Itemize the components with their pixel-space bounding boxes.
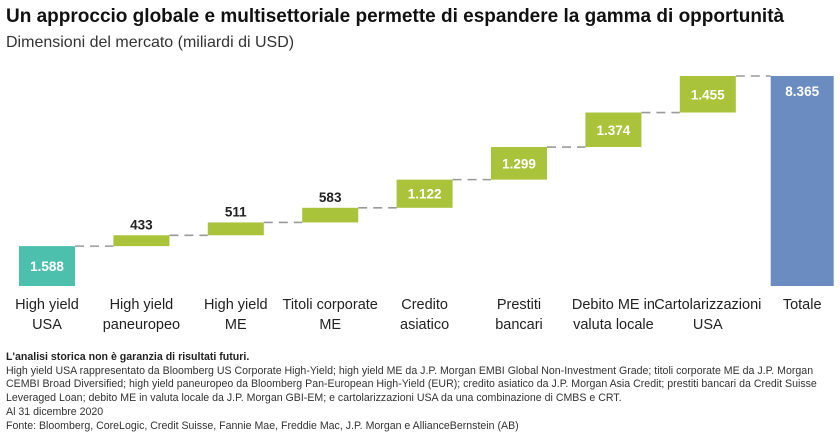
bar — [491, 147, 547, 180]
data-label: 511 — [225, 204, 247, 219]
category-label: paneuropeo — [103, 317, 180, 333]
data-label: 1.374 — [597, 123, 631, 138]
as-of-date: Al 31 dicembre 2020 — [6, 405, 104, 418]
sources-detail: High yield USA rappresentato da Bloomber… — [6, 364, 817, 405]
chart-title: Un approccio globale e multisettoriale p… — [6, 6, 785, 27]
bar — [679, 76, 736, 113]
category-label: Credito — [401, 297, 448, 313]
data-label: 1.299 — [502, 156, 536, 171]
footnotes: L'analisi storica non è garanzia di risu… — [6, 351, 832, 433]
category-label: ME — [319, 317, 341, 333]
category-label: USA — [693, 317, 723, 333]
category-label: Debito ME in — [572, 297, 655, 313]
category-label: Totale — [783, 297, 822, 313]
category-label: asiatico — [400, 317, 449, 333]
bar — [770, 76, 834, 286]
data-label: 1.122 — [408, 187, 442, 202]
data-label: 8.365 — [785, 84, 819, 99]
bar — [396, 179, 453, 208]
disclaimer: L'analisi storica non è garanzia di risu… — [6, 351, 250, 363]
category-label: ME — [225, 317, 247, 333]
category-label: Prestiti — [497, 297, 541, 313]
source-line: Fonte: Bloomberg, CoreLogic, Credit Suis… — [6, 419, 519, 432]
data-label: 1.588 — [30, 259, 64, 274]
category-label: USA — [32, 317, 62, 333]
category-label: High yield — [110, 297, 174, 313]
data-label: 1.455 — [691, 87, 725, 102]
category-label: Titoli corporate — [283, 297, 378, 313]
chart-subtitle: Dimensioni del mercato (miliardi di USD) — [6, 34, 295, 51]
bar — [207, 222, 264, 236]
bar — [19, 246, 75, 286]
category-label: valuta locale — [573, 317, 654, 333]
category-label: Cartolarizzazioni — [654, 297, 761, 313]
category-label: High yield — [204, 297, 268, 313]
data-label: 433 — [130, 217, 153, 232]
waterfall-chart: 1.588 High yield USA 433 High yield paneurope… — [15, 75, 834, 333]
category-label: High yield — [15, 297, 79, 313]
bar — [113, 235, 170, 247]
bar — [585, 112, 642, 148]
category-label: bancari — [495, 317, 543, 333]
data-label: 583 — [319, 190, 342, 205]
bar — [302, 207, 359, 223]
